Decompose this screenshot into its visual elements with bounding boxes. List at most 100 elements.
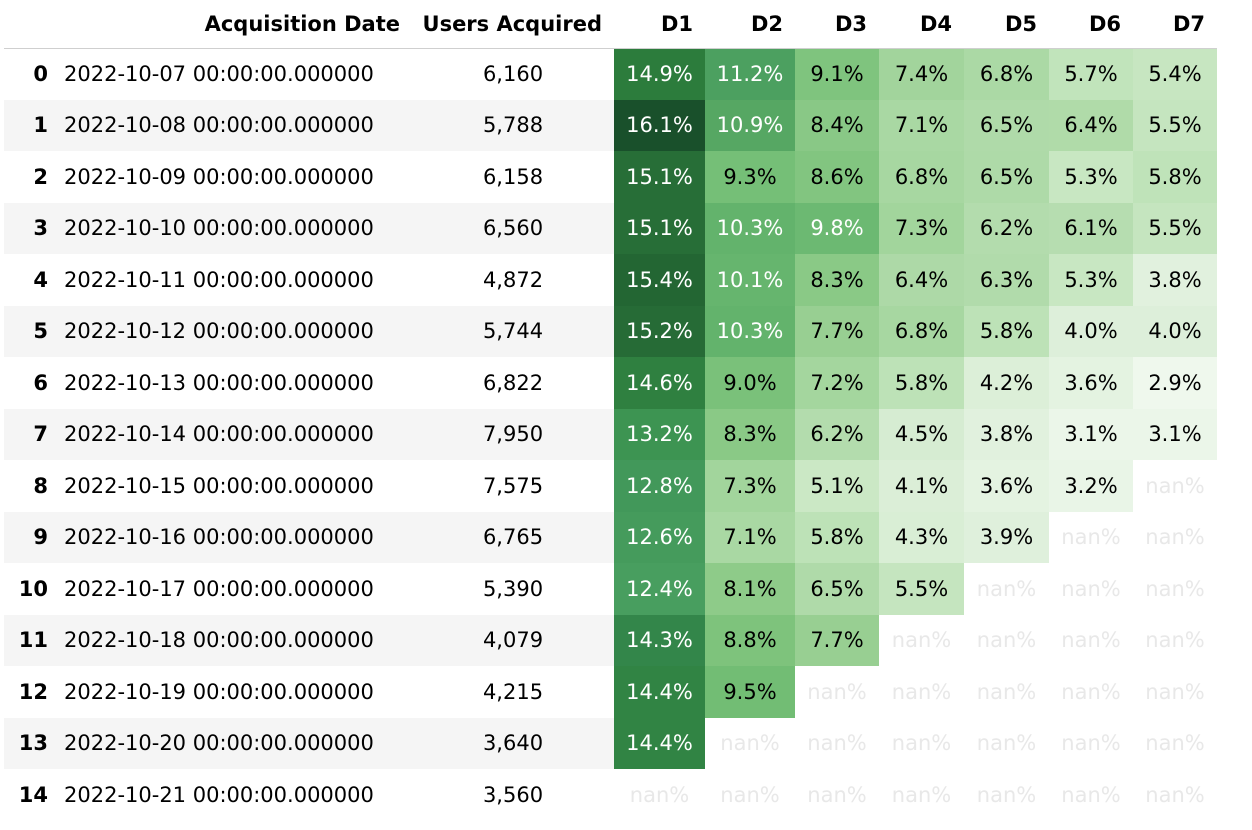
retention-cell-d2: 10.3% <box>705 305 795 357</box>
users-acquired-cell: 5,788 <box>412 99 614 151</box>
retention-cell-d4: 6.8% <box>879 151 964 203</box>
users-acquired-cell: 6,160 <box>482 62 544 86</box>
retention-cell-d1: 14.4% <box>614 666 705 718</box>
retention-cell-d1: 15.2% <box>614 305 705 357</box>
retention-cell-d2: 9.3% <box>705 151 795 203</box>
users-acquired-cell: 6,560 <box>412 202 614 254</box>
users-acquired-cell: 4,079 <box>412 614 614 666</box>
retention-cell-d7: nan% <box>1133 717 1217 769</box>
retention-cell-d4: 6.4% <box>879 254 964 306</box>
retention-cell-d4: nan% <box>879 769 964 821</box>
users-acquired-cell: 5,744 <box>412 305 614 357</box>
retention-cell-d5: 3.8% <box>964 408 1049 460</box>
acquisition-date-cell: 2022-10-11 00:00:00.000000 <box>64 267 374 292</box>
row-index: 10 <box>18 576 48 601</box>
retention-cell-d1: 12.8% <box>614 460 705 512</box>
retention-cell-d7: 5.5% <box>1133 202 1217 254</box>
acquisition-date-cell: 2022-10-07 00:00:00.000000 <box>64 62 374 86</box>
retention-cell-d1: 14.4% <box>614 717 705 769</box>
retention-cell-d5: 4.2% <box>964 357 1049 409</box>
retention-cell-d5: nan% <box>964 769 1049 821</box>
retention-cell-d1: 15.4% <box>614 254 705 306</box>
retention-cell-d7: 5.4% <box>1133 48 1217 100</box>
retention-cell-d3: 7.7% <box>795 614 879 666</box>
retention-cell-d3: nan% <box>795 717 879 769</box>
column-header-d5: D5 <box>964 0 1049 49</box>
retention-cell-d3: 8.4% <box>795 99 879 151</box>
column-header-d7: D7 <box>1133 0 1217 49</box>
retention-cell-d4: nan% <box>879 614 964 666</box>
retention-cell-d1: 14.9% <box>614 48 705 100</box>
retention-cell-d5: 6.5% <box>964 99 1049 151</box>
retention-cell-d1: 12.4% <box>614 563 705 615</box>
retention-cell-d1: 15.1% <box>614 202 705 254</box>
row-index: 13 <box>4 717 60 769</box>
retention-cell-d1: 14.6% <box>614 357 705 409</box>
retention-cell-d6: 3.2% <box>1049 460 1133 512</box>
retention-cell-d4: nan% <box>879 717 964 769</box>
retention-cell-d5: 6.5% <box>964 151 1049 203</box>
retention-cell-d5: 6.3% <box>964 254 1049 306</box>
column-header-d2: D2 <box>705 0 795 49</box>
retention-cell-d1: 12.6% <box>614 511 705 563</box>
users-acquired-cell: 4,215 <box>482 679 544 704</box>
table-row: 9 2022-10-16 00:00:00.000000 6,765 12.6% 7.1… <box>4 511 1217 563</box>
table-row: 2 2022-10-09 00:00:00.000000 6,158 15.1% 9.3… <box>4 151 1217 203</box>
retention-cell-d4: 5.8% <box>879 357 964 409</box>
acquisition-date-cell: 2022-10-17 00:00:00.000000 <box>64 576 374 601</box>
retention-cell-d3: 9.8% <box>795 202 879 254</box>
retention-cell-d7: nan% <box>1133 563 1217 615</box>
row-index: 1 <box>4 99 60 151</box>
table-row: 5 2022-10-12 00:00:00.000000 5,744 15.2% 10.… <box>4 305 1217 357</box>
users-acquired-cell: 5,390 <box>482 576 544 601</box>
retention-cell-d5: nan% <box>964 666 1049 718</box>
index-header <box>4 0 60 49</box>
retention-cell-d3: 7.2% <box>795 357 879 409</box>
retention-cell-d2: 8.3% <box>705 408 795 460</box>
retention-cell-d3: nan% <box>795 769 879 821</box>
retention-cell-d6: 5.3% <box>1049 151 1133 203</box>
users-acquired-cell: 6,822 <box>482 370 544 395</box>
users-acquired-cell: 3,640 <box>412 717 614 769</box>
acquisition-date-cell: 2022-10-14 00:00:00.000000 <box>60 408 412 460</box>
retention-cell-d6: nan% <box>1049 563 1133 615</box>
table-row: 8 2022-10-15 00:00:00.000000 7,575 12.8% 7.3… <box>4 460 1217 512</box>
retention-cell-d5: 3.6% <box>964 460 1049 512</box>
retention-cell-d7: 5.8% <box>1133 151 1217 203</box>
row-index: 3 <box>4 202 60 254</box>
table-row: 6 2022-10-13 00:00:00.000000 6,822 14.6% 9.0… <box>4 357 1217 409</box>
retention-cell-d1: nan% <box>614 769 705 821</box>
retention-cell-d2: 8.8% <box>705 614 795 666</box>
retention-cell-d5: nan% <box>964 563 1049 615</box>
users-acquired-cell: 3,560 <box>482 782 544 807</box>
column-header-users-acquired: Users Acquired <box>412 0 614 49</box>
retention-cell-d7: 5.5% <box>1133 99 1217 151</box>
table-row: 0 2022-10-07 00:00:00.000000 6,160 14.9% 11.… <box>4 48 1217 100</box>
acquisition-date-cell: 2022-10-09 00:00:00.000000 <box>64 164 374 189</box>
retention-cell-d2: 11.2% <box>705 48 795 100</box>
retention-cell-d4: 7.1% <box>879 99 964 151</box>
retention-cell-d6: 3.6% <box>1049 357 1133 409</box>
retention-cell-d1: 14.3% <box>614 614 705 666</box>
retention-cell-d6: 5.7% <box>1049 48 1133 100</box>
acquisition-date-cell: 2022-10-15 00:00:00.000000 <box>64 473 374 498</box>
retention-cell-d6: 4.0% <box>1049 305 1133 357</box>
retention-cell-d4: 7.3% <box>879 202 964 254</box>
column-header-d6: D6 <box>1049 0 1133 49</box>
retention-cell-d5: 3.9% <box>964 511 1049 563</box>
retention-cell-d3: 8.6% <box>795 151 879 203</box>
table-row: 7 2022-10-14 00:00:00.000000 7,950 13.2% 8.3… <box>4 408 1217 460</box>
retention-cell-d2: 7.1% <box>705 511 795 563</box>
acquisition-date-cell: 2022-10-21 00:00:00.000000 <box>64 782 374 807</box>
retention-cell-d7: 2.9% <box>1133 357 1217 409</box>
table-row: 3 2022-10-10 00:00:00.000000 6,560 15.1% 10.… <box>4 202 1217 254</box>
acquisition-date-cell: 2022-10-19 00:00:00.000000 <box>64 679 374 704</box>
column-header-d1: D1 <box>614 0 705 49</box>
retention-cell-d7: nan% <box>1133 614 1217 666</box>
retention-cell-d6: nan% <box>1049 769 1133 821</box>
acquisition-date-cell: 2022-10-20 00:00:00.000000 <box>60 717 412 769</box>
retention-cell-d4: 4.3% <box>879 511 964 563</box>
retention-cell-d2: 8.1% <box>705 563 795 615</box>
retention-cell-d4: 4.5% <box>879 408 964 460</box>
retention-cell-d7: 3.1% <box>1133 408 1217 460</box>
